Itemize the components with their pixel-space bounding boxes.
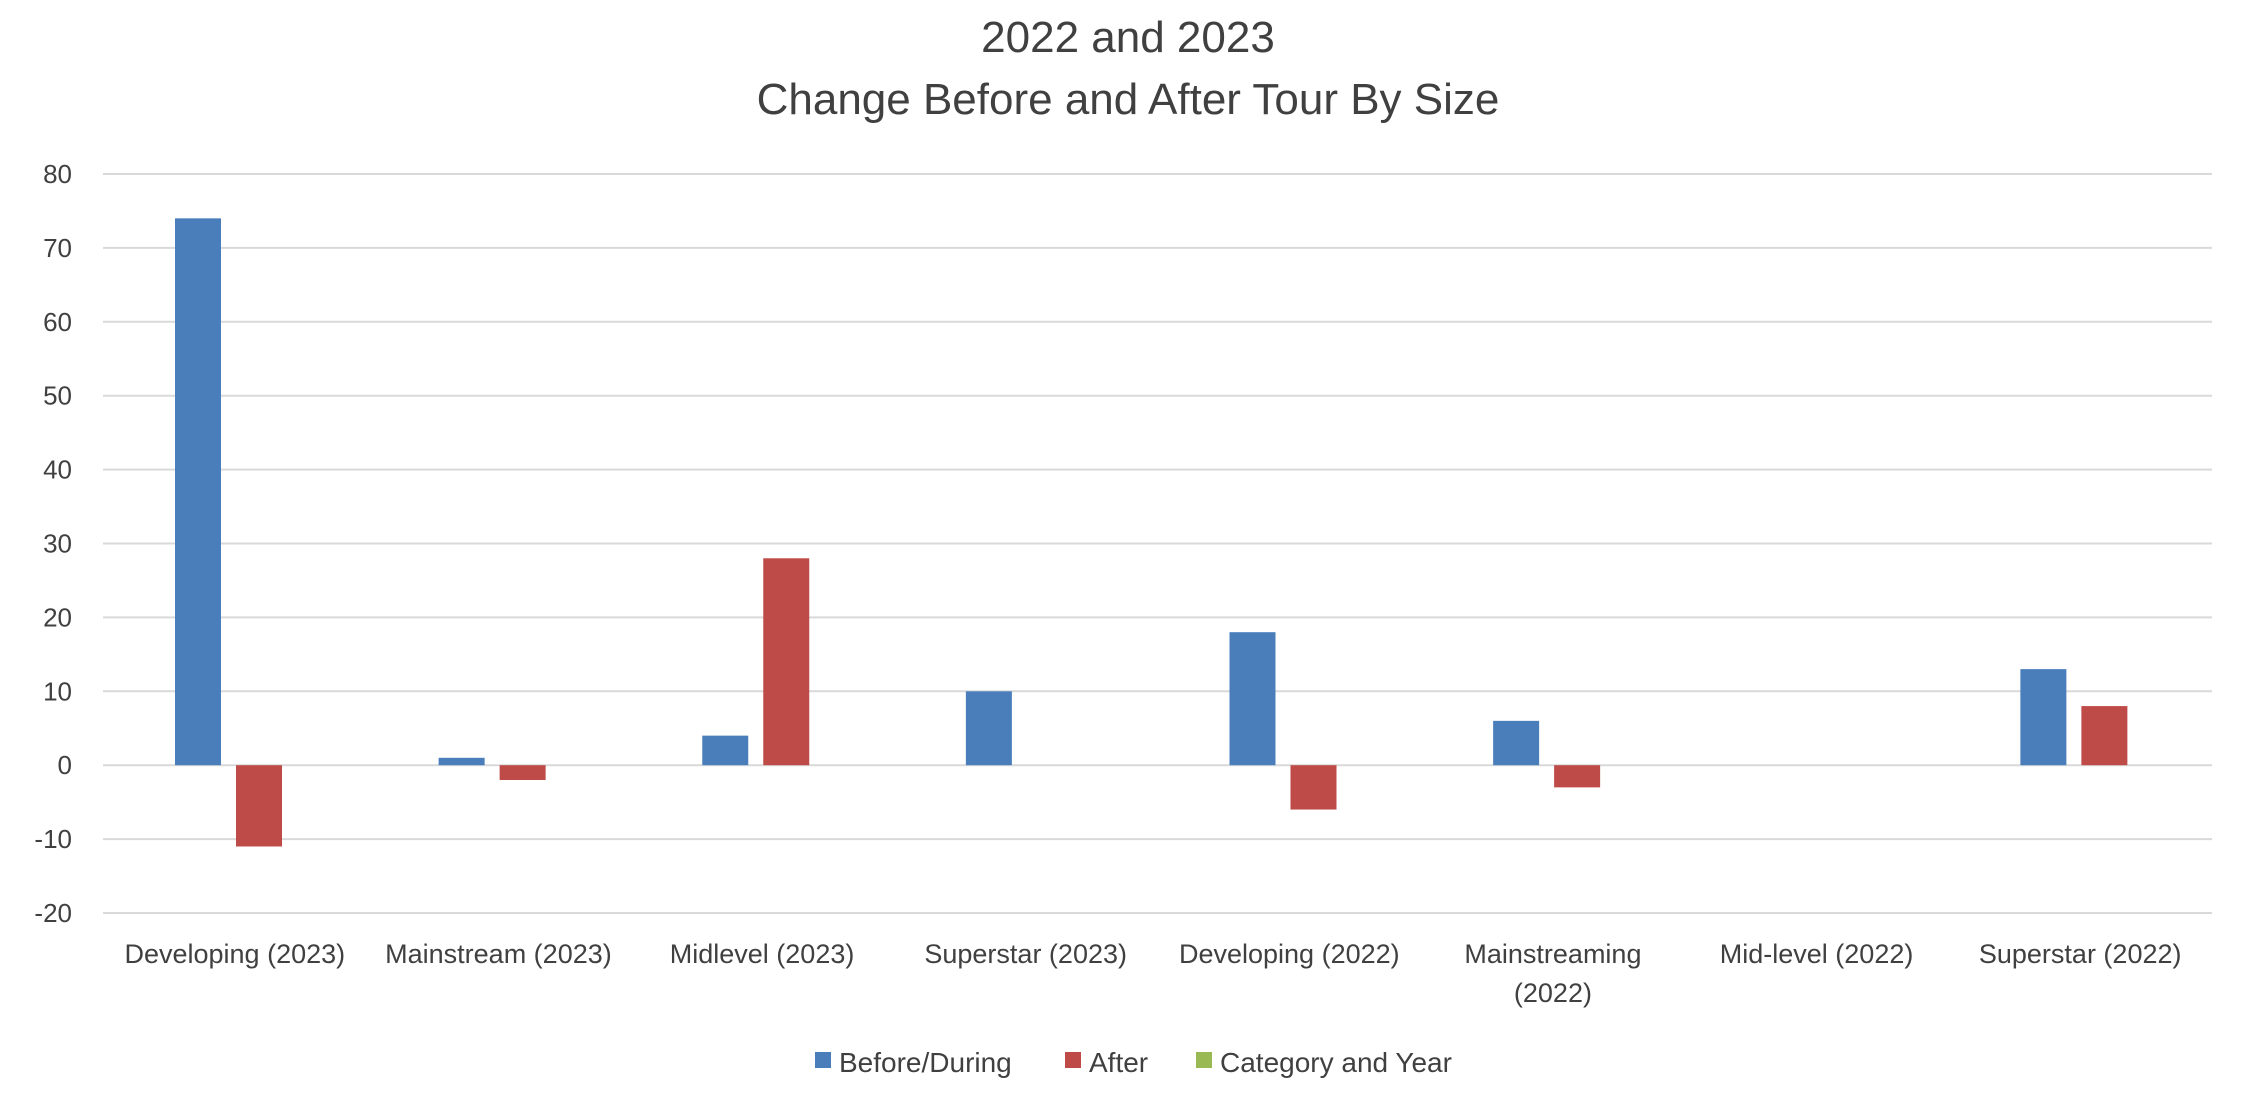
y-tick-label: 30: [43, 529, 72, 559]
legend-swatch: [815, 1052, 831, 1068]
bar-before-during: [965, 691, 1012, 766]
bar-after: [1290, 765, 1337, 810]
bar-after: [2081, 706, 2128, 766]
legend: Before/During After Category and Year: [815, 1047, 1452, 1078]
chart-title-line: Change Before and After Tour By Size: [757, 75, 1500, 124]
x-category-label: Superstar (2023): [924, 939, 1127, 969]
chart-title: 2022 and 2023 Change Before and After Tou…: [757, 13, 1500, 124]
legend-swatch: [1065, 1052, 1081, 1068]
legend-label: Before/During: [839, 1047, 1012, 1078]
chart-title-line: 2022 and 2023: [981, 13, 1275, 62]
y-tick-label: 0: [58, 750, 72, 780]
bar-after: [1554, 765, 1601, 788]
bar-before-during: [2020, 669, 2067, 766]
legend-label: Category and Year: [1220, 1047, 1452, 1078]
bar-before-during: [438, 757, 485, 766]
x-category-label: Superstar (2022): [1979, 939, 2182, 969]
bar-before-during: [1493, 720, 1540, 766]
x-category-label: (2022): [1514, 978, 1592, 1008]
bar-before-during: [175, 218, 221, 766]
y-tick-label: -20: [34, 898, 72, 928]
x-category-label: Midlevel (2023): [670, 939, 855, 969]
y-tick-label: 80: [43, 159, 72, 189]
bar-after: [499, 765, 546, 780]
x-category-label: Mid-level (2022): [1720, 939, 1914, 969]
x-category-label: Developing (2023): [124, 939, 345, 969]
x-axis-categories: Developing (2023) Mainstream (2023) Midlev…: [124, 939, 2181, 1008]
x-category-label: Mainstream (2023): [385, 939, 612, 969]
bar-after: [236, 765, 282, 847]
y-tick-label: 60: [43, 307, 72, 337]
y-tick-label: 20: [43, 602, 72, 632]
y-tick-label: 10: [43, 676, 72, 706]
y-tick-label: -10: [34, 824, 72, 854]
x-category-label: Mainstreaming: [1464, 939, 1641, 969]
bar-before-during: [702, 735, 749, 766]
gridlines: [103, 173, 2212, 914]
y-tick-label: 50: [43, 381, 72, 411]
y-axis-ticks: 80 70 60 50 40 30 20 10 0 -10 -20: [34, 159, 72, 928]
x-category-label: Developing (2022): [1179, 939, 1400, 969]
bar-before-during: [1229, 632, 1276, 766]
y-tick-label: 40: [43, 455, 72, 485]
legend-label: After: [1089, 1047, 1148, 1078]
bars: [175, 218, 2128, 847]
y-tick-label: 70: [43, 233, 72, 263]
legend-swatch: [1196, 1052, 1212, 1068]
bar-after: [763, 558, 810, 766]
